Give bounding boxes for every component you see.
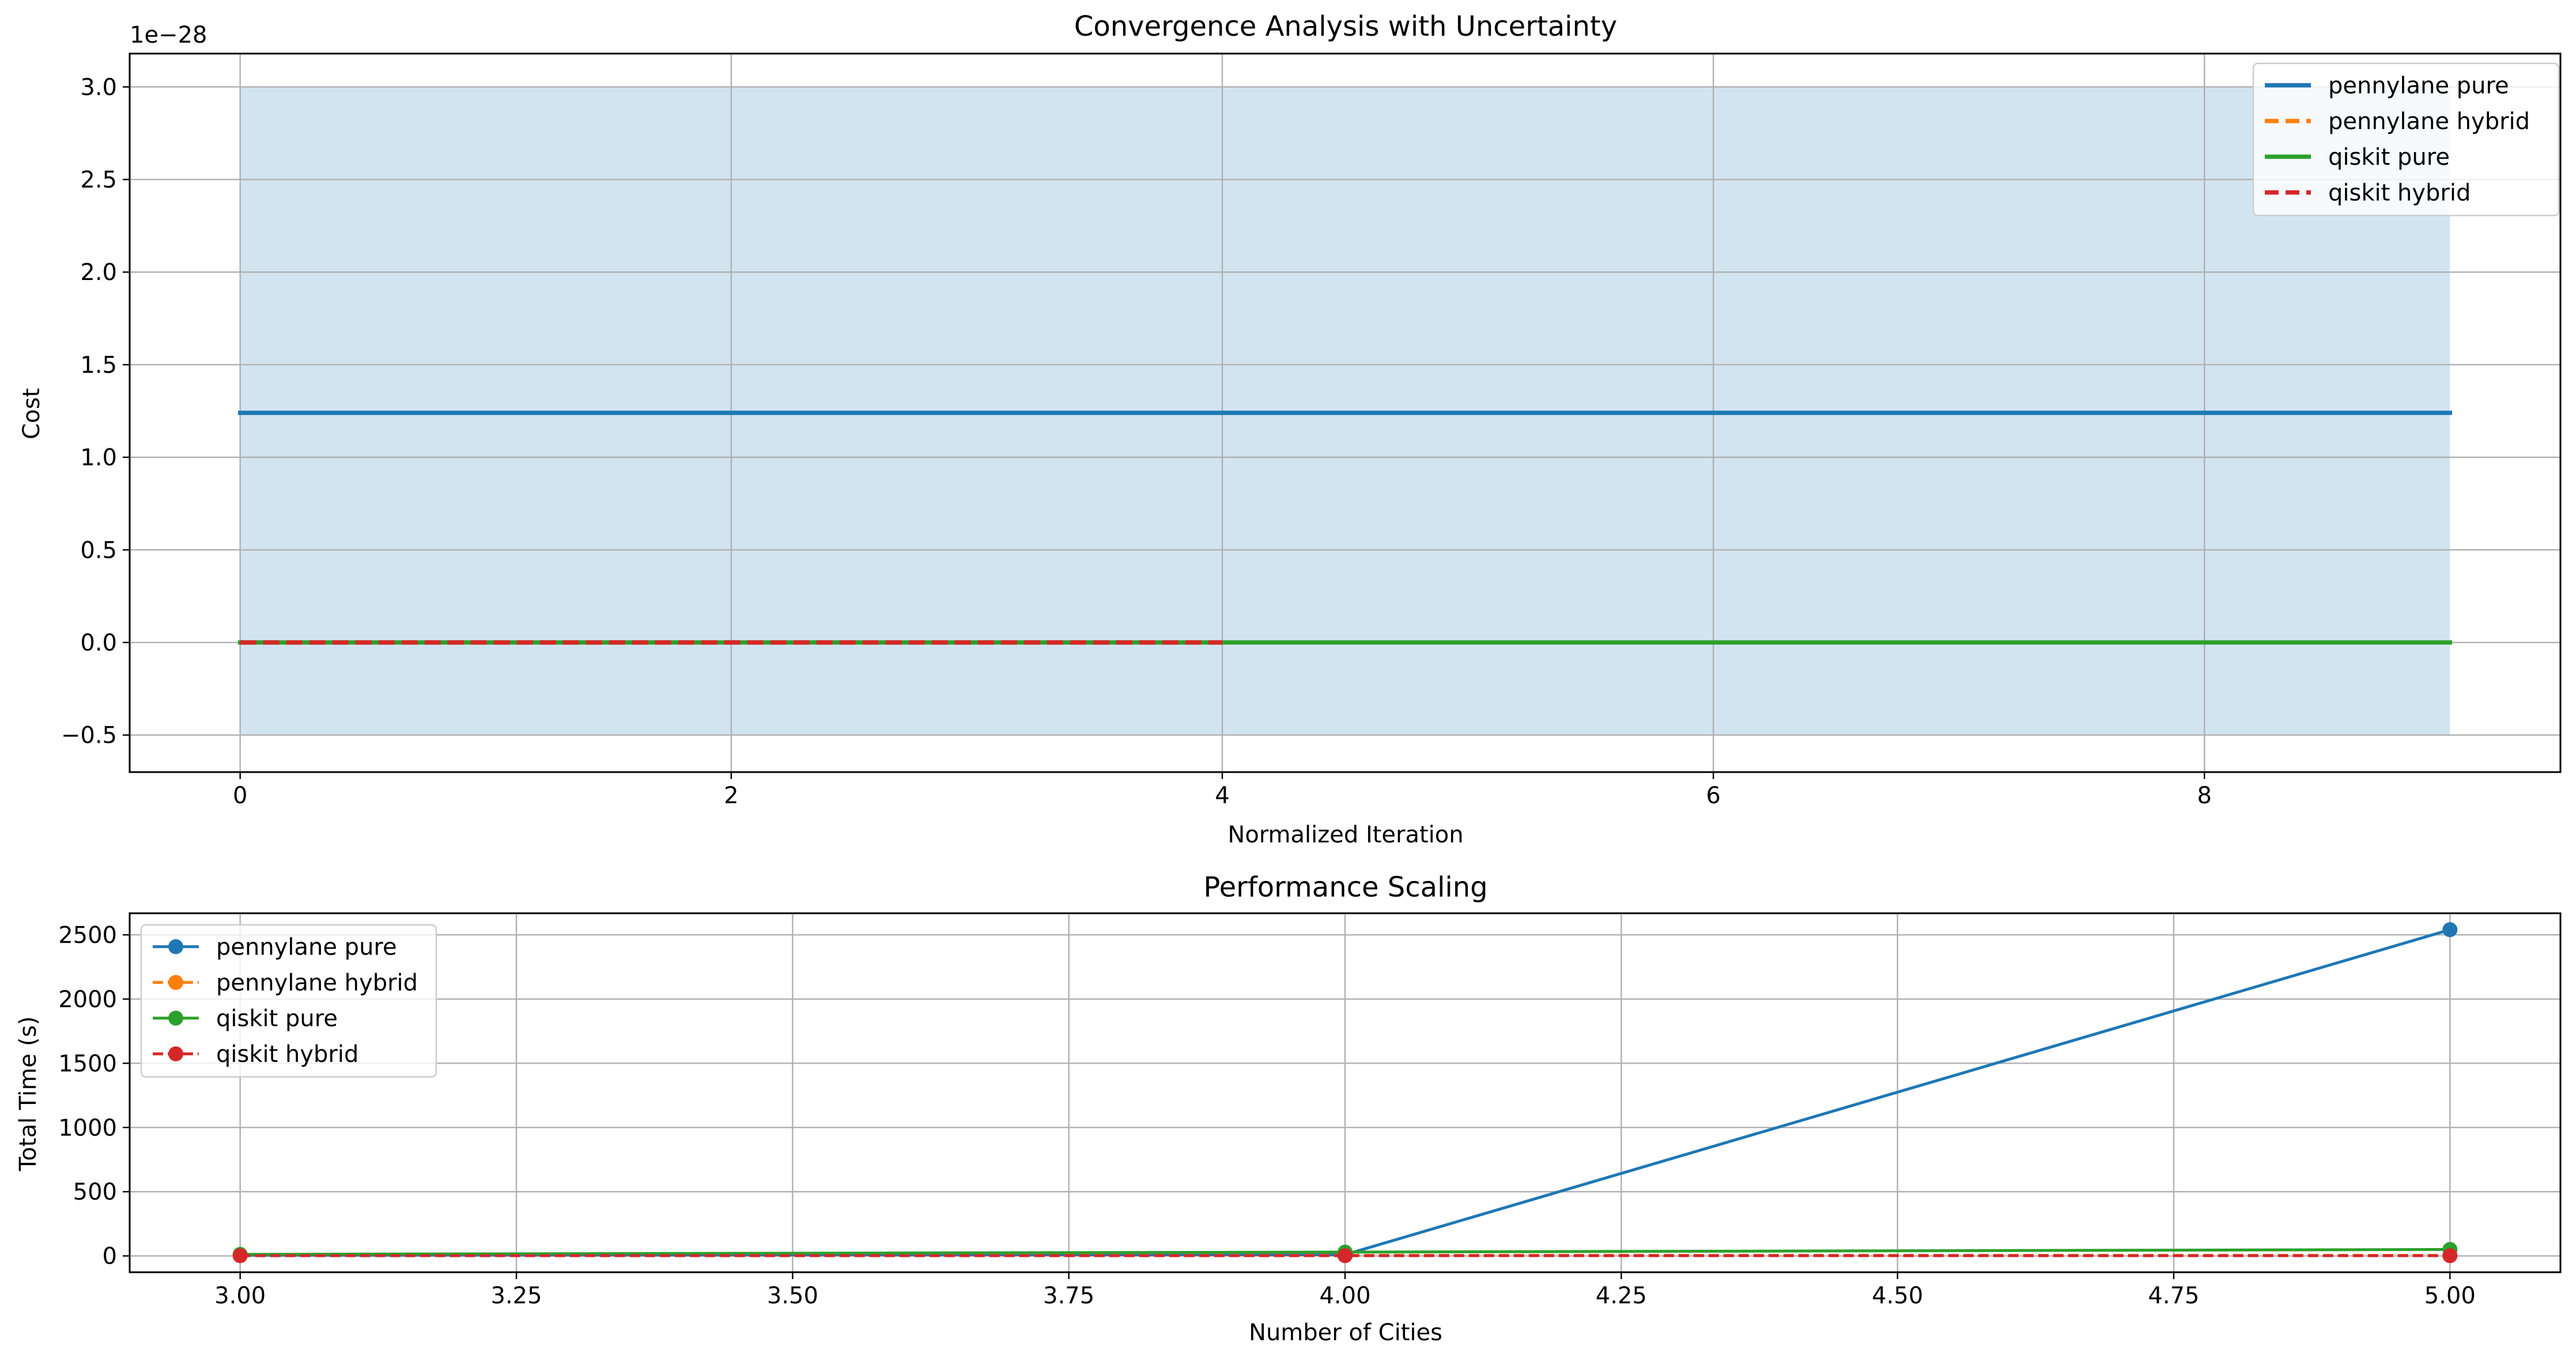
chart1-y-tick-label: −0.5 (61, 723, 117, 749)
chart2-legend-marker (168, 939, 183, 954)
chart1-legend-label: qiskit hybrid (2328, 180, 2471, 206)
chart2-x-tick-label: 4.25 (1596, 1283, 1647, 1309)
chart2-x-tick-label: 3.00 (214, 1283, 266, 1309)
chart2-series-point-4 (2442, 1248, 2457, 1263)
chart2-legend-label: qiskit pure (216, 1005, 338, 1032)
chart2-legend-label: pennylane hybrid (216, 970, 418, 996)
chart2-legend-marker (168, 975, 183, 990)
chart2-x-tick-label: 4.75 (2148, 1283, 2199, 1309)
chart1-x-tick-label: 6 (1706, 782, 1720, 809)
chart1-x-tick-label: 2 (724, 782, 738, 809)
chart1-y-tick-label: 1.5 (80, 352, 117, 379)
chart2-xlabel: Number of Cities (1249, 1319, 1442, 1346)
chart1-y-tick-label: 0.5 (80, 537, 117, 564)
chart2-legend-marker (168, 1046, 183, 1061)
chart1-ylabel: Cost (18, 388, 45, 440)
chart1-plot-area: 0 2 4 6 8 −0.5 0.0 0.5 1.0 1.5 2.0 2.5 3.0 pennylane … (61, 54, 2560, 809)
chart1-y-tick-label: 2.0 (80, 259, 117, 286)
chart2-series-point-4 (233, 1248, 248, 1263)
chart1-title: Convergence Analysis with Uncertainty (1074, 10, 1617, 43)
chart1-legend-label: pennylane hybrid (2328, 108, 2530, 135)
chart2-y-tick-label: 1500 (58, 1050, 117, 1077)
chart1-x-tick-label: 8 (2197, 782, 2211, 809)
chart1-x-tick-label: 4 (1215, 782, 1229, 809)
chart2-legend-label: pennylane pure (216, 934, 397, 961)
chart2-legend-label: qiskit hybrid (216, 1041, 358, 1068)
chart2-legend-marker (168, 1011, 183, 1026)
chart2-y-tick-label: 500 (73, 1179, 117, 1205)
chart2-series-point-4 (1338, 1248, 1353, 1263)
chart1-y-tick-label: 2.5 (80, 167, 117, 194)
chart2-x-tick-label: 3.25 (491, 1283, 542, 1309)
chart2-ylabel: Total Time (s) (15, 1016, 41, 1172)
chart1-legend-label: pennylane pure (2328, 73, 2509, 99)
chart1-legend-label: qiskit pure (2328, 144, 2450, 171)
chart2-x-tick-label: 3.75 (1043, 1283, 1094, 1309)
chart2-y-tick-label: 2000 (58, 986, 117, 1013)
chart1-offset-text: 1e−28 (130, 22, 207, 48)
chart2-y-tick-label: 2500 (58, 922, 117, 948)
chart2-y-tick-label: 0 (103, 1243, 117, 1270)
chart1-y-tick-label: 1.0 (80, 445, 117, 471)
chart1-x-tick-label: 0 (233, 782, 247, 809)
chart1-y-tick-label: 3.0 (80, 74, 117, 101)
chart2-x-tick-label: 4.00 (1319, 1283, 1370, 1309)
chart2-x-tick-label: 5.00 (2424, 1283, 2476, 1309)
chart1-xlabel: Normalized Iteration (1227, 822, 1463, 848)
chart2-x-tick-label: 4.50 (1872, 1283, 1923, 1309)
chart1-y-tick-label: 0.0 (80, 630, 117, 656)
chart2-x-tick-label: 3.50 (767, 1283, 818, 1309)
chart2-y-tick-label: 1000 (58, 1115, 117, 1141)
chart2-title: Performance Scaling (1203, 871, 1487, 903)
chart2-series-point-1 (2442, 922, 2457, 937)
